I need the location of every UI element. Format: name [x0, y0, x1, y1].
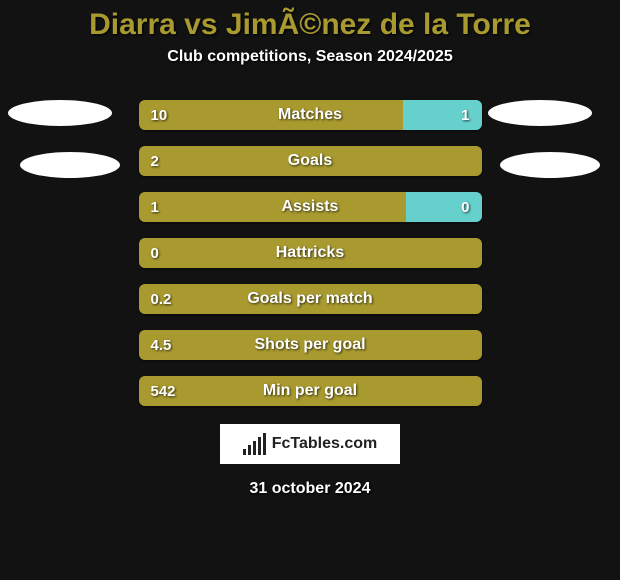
date-label: 31 october 2024	[0, 480, 620, 498]
stat-row: Goals per match0.2	[139, 284, 482, 314]
stat-segment-left	[139, 376, 482, 406]
stat-row: Min per goal542	[139, 376, 482, 406]
logo-chart-icon	[243, 433, 266, 455]
stats-bars: Matches101 Goals2 Assists10 Hattricks0 Goals…	[139, 100, 482, 406]
player-badge	[488, 100, 592, 126]
stat-segment-left	[139, 284, 482, 314]
stat-row: Matches101	[139, 100, 482, 130]
logo-text: FcTables.com	[272, 435, 378, 453]
player-badge	[500, 152, 600, 178]
stat-segment-left	[139, 100, 403, 130]
stat-row: Shots per goal4.5	[139, 330, 482, 360]
stat-segment-left	[139, 192, 407, 222]
subtitle: Club competitions, Season 2024/2025	[0, 48, 620, 66]
page-title: Diarra vs JimÃ©nez de la Torre	[0, 0, 620, 42]
stat-row: Hattricks0	[139, 238, 482, 268]
logo-box: FcTables.com	[220, 424, 400, 464]
content-area: Matches101 Goals2 Assists10 Hattricks0 Goals…	[0, 100, 620, 406]
stat-segment-left	[139, 330, 482, 360]
player-badge	[20, 152, 120, 178]
player-badge	[8, 100, 112, 126]
stat-segment-left	[139, 146, 482, 176]
stat-row: Assists10	[139, 192, 482, 222]
stat-row: Goals2	[139, 146, 482, 176]
stat-segment-right	[403, 100, 482, 130]
stat-segment-right	[406, 192, 481, 222]
stat-segment-left	[139, 238, 482, 268]
